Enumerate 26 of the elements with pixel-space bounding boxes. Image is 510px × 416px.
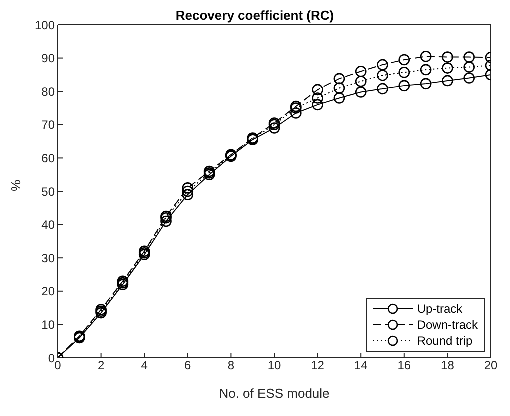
legend-label: Round trip xyxy=(417,334,473,348)
x-tick-label: 10 xyxy=(268,358,282,373)
chart-title: Recovery coefficient (RC) xyxy=(176,8,334,23)
legend-label: Up-track xyxy=(417,302,463,316)
x-tick-label: 16 xyxy=(398,358,412,373)
x-axis-title: No. of ESS module xyxy=(219,386,330,401)
x-tick-label: 12 xyxy=(311,358,325,373)
y-tick-label: 90 xyxy=(42,52,56,66)
y-tick-label: 50 xyxy=(42,184,56,199)
x-tick-label: 2 xyxy=(98,358,105,373)
x-tick-label: 14 xyxy=(354,358,368,373)
x-tick-label: 4 xyxy=(141,358,148,373)
y-tick-label: 80 xyxy=(42,84,56,99)
x-tick-label: 6 xyxy=(184,358,192,373)
y-tick-label: 40 xyxy=(42,218,56,232)
x-tick-label: 20 xyxy=(484,358,498,373)
y-tick-label: 100 xyxy=(34,18,56,32)
y-tick-label: 60 xyxy=(42,151,56,166)
legend-label: Down-track xyxy=(417,318,478,332)
y-tick-label: 30 xyxy=(42,251,56,266)
y-tick-label: 20 xyxy=(42,284,56,299)
y-tick-label: 70 xyxy=(42,118,56,132)
y-tick-label: 10 xyxy=(42,318,56,332)
y-axis-title: % xyxy=(8,180,24,192)
x-tick-label: 18 xyxy=(441,358,455,373)
x-tick-label: 8 xyxy=(228,358,235,373)
